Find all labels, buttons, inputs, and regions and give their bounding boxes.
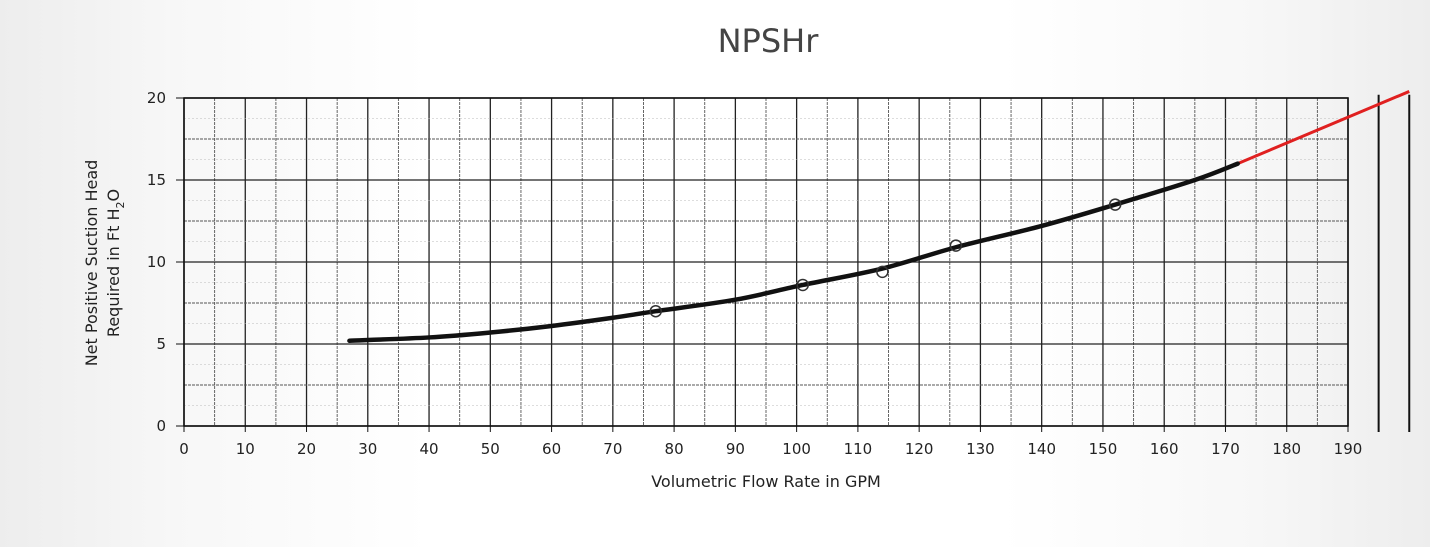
x-tick-label: 80 (665, 440, 684, 458)
x-tick-label: 180 (1272, 440, 1301, 458)
data-point (949, 239, 963, 252)
x-tick-label: 110 (844, 440, 873, 458)
y-axis-label-line2-prefix: Required in Ft H (104, 209, 123, 338)
extension-line (1237, 90, 1410, 165)
y-tick-label: 0 (156, 417, 166, 435)
x-axis-label: Volumetric Flow Rate in GPM (651, 472, 881, 491)
x-tick-label: 130 (966, 440, 995, 458)
npshr-curve (347, 161, 1240, 343)
y-tick-label: 5 (156, 335, 166, 353)
x-tick-label: 30 (358, 440, 377, 458)
x-tick-label: 10 (236, 440, 255, 458)
y-axis-label-line1: Net Positive Suction Head (82, 160, 101, 367)
x-tick-label: 70 (603, 440, 622, 458)
data-point (796, 278, 810, 292)
y-axis-label-line2-suffix: O (104, 189, 123, 202)
x-tick-label: 0 (179, 440, 189, 458)
x-tick-label: 40 (420, 440, 439, 458)
x-tick-label: 160 (1150, 440, 1179, 458)
x-tick-label: 170 (1211, 440, 1240, 458)
x-tick-label: 140 (1027, 440, 1056, 458)
y-axis-label: Net Positive Suction Head Required in Ft… (82, 160, 127, 367)
data-point (876, 265, 889, 279)
grid (183, 97, 1349, 427)
x-tick-labels: 0 10 20 30 40 50 60 70 80 90 100 110 120 130 140 150 160… (179, 440, 1362, 458)
x-tick-label: 90 (726, 440, 745, 458)
y-tick-label: 10 (147, 253, 166, 271)
series-layer (347, 90, 1411, 432)
y-axis-label-line2-sub: 2 (114, 202, 127, 209)
x-tick-label: 150 (1089, 440, 1118, 458)
x-tick-label: 100 (782, 440, 811, 458)
x-tick-label: 60 (542, 440, 561, 458)
data-point (649, 304, 662, 318)
y-tick-labels: 0 5 10 15 20 (147, 89, 166, 435)
data-point (1108, 198, 1122, 211)
x-tick-label: 50 (481, 440, 500, 458)
x-tick-label: 120 (905, 440, 934, 458)
y-tick-label: 20 (147, 89, 166, 107)
axes (176, 97, 1349, 432)
chart-title: NPSHr (718, 22, 820, 60)
y-axis-label-line2: Required in Ft H2O (104, 189, 127, 337)
y-tick-label: 15 (147, 171, 166, 189)
x-tick-label: 190 (1334, 440, 1363, 458)
x-tick-label: 20 (297, 440, 316, 458)
